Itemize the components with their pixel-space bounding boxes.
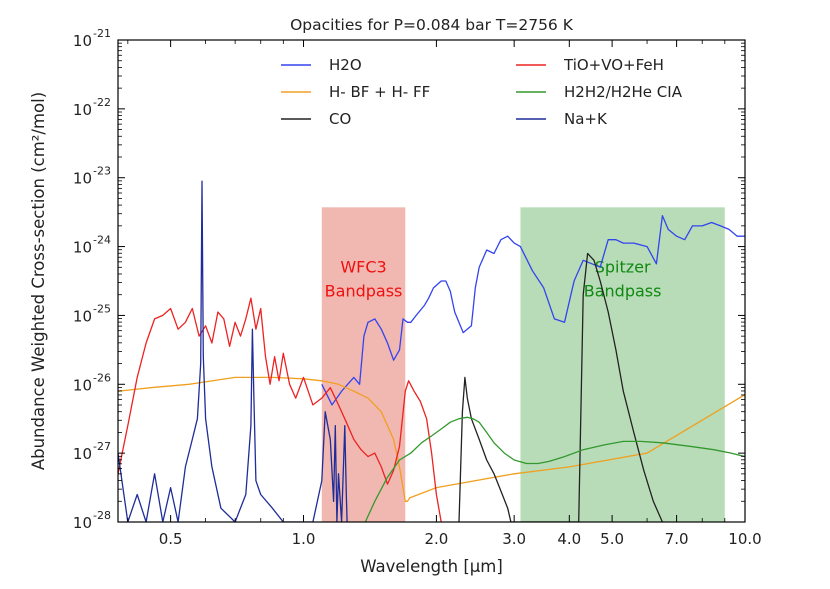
x-tick-label: 5.0 xyxy=(600,530,624,548)
y-tick-label-exponent: -23 xyxy=(93,165,111,178)
plot-frame xyxy=(117,39,746,523)
x-tick-label: 7.0 xyxy=(665,530,689,548)
x-tick-label: 10.0 xyxy=(728,530,761,548)
x-tick-label: 4.0 xyxy=(557,530,581,548)
legend-label: H2H2/H2He CIA xyxy=(564,83,683,101)
y-tick-label-exponent: -26 xyxy=(93,371,111,384)
tio-vo-feh-series-line xyxy=(118,297,442,522)
y-tick-label-exponent: -24 xyxy=(93,234,111,247)
wfc3-band-label-line: Bandpass xyxy=(325,281,403,300)
y-tick-label: 10 xyxy=(73,376,92,394)
x-tick-label: 2.0 xyxy=(424,530,448,548)
h2h2-h2he-cia-series-line xyxy=(364,416,745,522)
legend-label: H2O xyxy=(329,56,362,74)
series-layer xyxy=(118,180,745,522)
chart-title: Opacities for P=0.084 bar T=2756 K xyxy=(290,16,574,34)
bandpass-layer: WFC3 Bandpass Spitzer Bandpass xyxy=(321,207,725,522)
x-tick-label: 1.0 xyxy=(292,530,316,548)
spitzer-bandpass-region xyxy=(520,207,725,522)
y-tick-label: 10 xyxy=(73,514,92,532)
y-tick-label-exponent: -28 xyxy=(93,509,111,522)
y-axis-label: Abundance Weighted Cross-section (cm²/mo… xyxy=(29,92,48,470)
y-tick-label-exponent: -21 xyxy=(93,27,111,40)
spitzer-band-label-line: Spitzer xyxy=(595,257,651,276)
ticks-layer: 0.5 1.0 2.0 3.0 4.0 5.0 7.0 10.010-2110-2210-23… xyxy=(73,27,762,548)
y-tick-label-exponent: -27 xyxy=(93,440,111,453)
co-series-line xyxy=(458,252,663,522)
legend-label: Na+K xyxy=(564,110,608,128)
y-tick-label: 10 xyxy=(73,32,92,50)
na-k-series-line xyxy=(118,180,348,522)
legend-label: TiO+VO+FeH xyxy=(563,56,664,74)
y-tick-label: 10 xyxy=(73,101,92,119)
spitzer-band-label-line: Bandpass xyxy=(584,281,662,300)
x-axis-label: Wavelength [μm] xyxy=(360,557,503,576)
y-tick-label: 10 xyxy=(73,307,92,325)
legend: H2O TiO+VO+FeH H- BF + H- FF H2H2/H2He CIA C… xyxy=(281,56,683,128)
y-tick-label: 10 xyxy=(73,239,92,257)
h2o-series-line xyxy=(321,214,745,406)
x-tick-label: 3.0 xyxy=(502,530,526,548)
legend-label: H- BF + H- FF xyxy=(329,83,430,101)
y-tick-label: 10 xyxy=(73,445,92,463)
legend-label: CO xyxy=(329,110,351,128)
y-tick-label-exponent: -25 xyxy=(93,302,111,315)
y-tick-label: 10 xyxy=(73,170,92,188)
x-tick-label: 0.5 xyxy=(159,530,183,548)
wfc3-band-label-line: WFC3 xyxy=(340,257,386,276)
y-tick-label-exponent: -22 xyxy=(93,96,111,109)
